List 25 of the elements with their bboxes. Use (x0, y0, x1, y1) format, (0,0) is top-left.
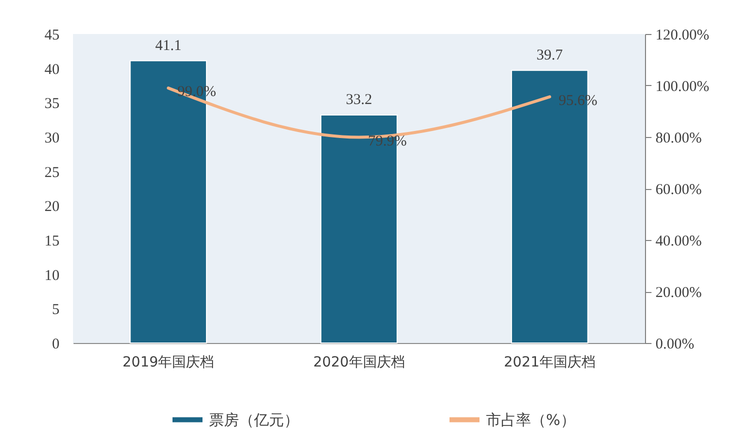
x-tick-label: 2021年国庆档 (504, 354, 596, 370)
y2-tick-label: 60.00% (656, 182, 702, 198)
y2-tick-label: 0.00% (656, 336, 694, 352)
x-tick-label: 2020年国庆档 (313, 354, 405, 370)
data-label: 39.7 (536, 47, 564, 64)
y-tick-label: 25 (44, 164, 60, 181)
y-tick-label: 5 (52, 302, 60, 318)
y2-tick-label: 80.00% (656, 130, 702, 146)
y2-tick-label: 40.00% (656, 234, 702, 250)
y-tick-label: 35 (44, 96, 60, 112)
y2-tick-label: 20.00% (656, 285, 702, 301)
x-tick-label: 2019年国庆档 (122, 354, 214, 370)
data-label: 33.2 (346, 92, 372, 108)
y2-tick-label: 100.00% (656, 79, 710, 95)
y-tick-label: 0 (52, 336, 60, 352)
y-tick-label: 15 (44, 234, 60, 250)
y-tick-label: 20 (44, 199, 60, 216)
legend-label: 票房（亿元） (209, 410, 299, 429)
y-tick-label: 10 (44, 268, 60, 284)
legend-label: 市占率（%） (486, 410, 576, 429)
y2-tick-label: 120.00% (656, 28, 710, 44)
y-tick-label: 40 (44, 62, 60, 78)
y-tick-label: 45 (44, 28, 60, 44)
y-tick-label: 30 (44, 130, 60, 146)
data-label: 41.1 (155, 38, 182, 54)
